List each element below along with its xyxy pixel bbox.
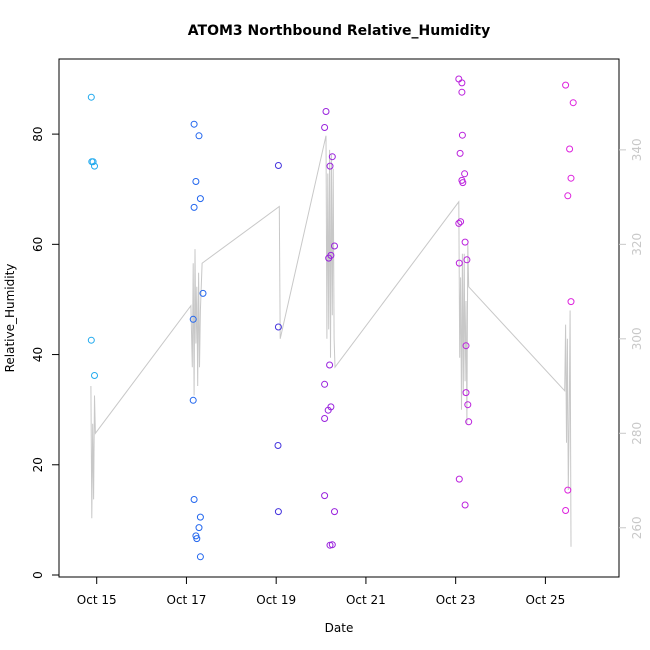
plot-area: [58, 58, 620, 578]
data-point: [195, 524, 203, 532]
data-point: [569, 99, 577, 107]
y-axis-label: Relative_Humidity: [3, 264, 17, 373]
x-tick-label: Oct 17: [167, 593, 207, 607]
data-point: [562, 81, 570, 89]
data-point: [192, 178, 200, 185]
scatter-points-layer: [87, 75, 577, 561]
data-point: [458, 79, 466, 87]
x-tick-label: Oct 15: [77, 593, 117, 607]
data-point: [461, 238, 469, 246]
y2-tick-label: 280: [630, 422, 644, 445]
data-point: [274, 442, 282, 449]
y2-tick-label: 260: [630, 516, 644, 539]
data-point: [87, 93, 95, 101]
data-point: [321, 124, 329, 131]
data-point: [567, 298, 575, 306]
data-point: [322, 108, 330, 115]
data-point: [190, 203, 198, 211]
data-point: [461, 170, 469, 178]
y-tick-label: 80: [31, 126, 45, 141]
x-tick-label: Oct 23: [436, 593, 476, 607]
data-point: [199, 289, 207, 297]
data-point: [91, 372, 98, 379]
data-point: [328, 153, 336, 161]
data-point: [189, 315, 197, 323]
data-point: [562, 507, 570, 514]
data-point: [464, 401, 472, 409]
data-point: [465, 418, 473, 426]
data-point: [331, 242, 338, 250]
data-point: [189, 396, 197, 404]
data-point: [564, 192, 572, 200]
data-point: [195, 132, 203, 140]
data-point: [196, 195, 204, 203]
data-point: [458, 131, 466, 139]
y-axis-left: 0 20 40 60 80: [31, 126, 59, 579]
data-point: [193, 535, 201, 543]
y-tick-label: 40: [31, 347, 45, 362]
data-point: [462, 342, 470, 350]
data-point: [91, 162, 98, 170]
data-point: [196, 553, 204, 561]
data-point: [190, 496, 198, 503]
data-point: [324, 406, 332, 414]
data-point: [455, 259, 463, 267]
data-point: [456, 149, 464, 157]
x-tick-label: Oct 21: [346, 593, 386, 607]
x-axis-label: Date: [325, 621, 354, 635]
data-point: [326, 162, 334, 170]
data-point: [459, 179, 467, 187]
data-point: [326, 361, 334, 369]
data-point: [462, 389, 470, 397]
chart-title: ATOM3 Northbound Relative_Humidity: [188, 23, 490, 39]
data-point: [274, 162, 282, 169]
data-point: [274, 508, 282, 516]
x-axis: Oct 15 Oct 17 Oct 19 Oct 21 Oct 23 Oct 25: [77, 577, 565, 607]
y2-tick-label: 320: [630, 233, 644, 256]
data-point: [325, 254, 333, 262]
y-axis-right: 260 280 300 320 340: [619, 138, 644, 539]
data-point: [326, 541, 334, 549]
data-point: [458, 88, 466, 96]
data-point: [455, 475, 463, 483]
y-tick-label: 20: [31, 457, 45, 472]
series-line: [90, 135, 572, 547]
data-point: [321, 492, 329, 500]
x-tick-label: Oct 25: [525, 593, 565, 607]
y-tick-label: 60: [31, 237, 45, 252]
data-point: [274, 323, 282, 331]
data-point: [321, 380, 329, 388]
y2-tick-label: 300: [630, 327, 644, 350]
plot-frame: [58, 58, 620, 578]
y-tick-label: 0: [31, 571, 45, 579]
data-point: [321, 415, 329, 422]
data-point: [455, 219, 463, 227]
data-point: [196, 513, 204, 521]
data-point: [89, 158, 97, 166]
line-series-layer: [90, 135, 572, 547]
y2-tick-label: 340: [630, 138, 644, 161]
data-point: [566, 145, 574, 153]
data-point: [461, 501, 469, 509]
data-point: [87, 336, 95, 344]
data-point: [567, 174, 575, 182]
x-tick-label: Oct 19: [256, 593, 296, 607]
data-point: [463, 256, 471, 264]
data-point: [564, 486, 572, 494]
data-point: [457, 218, 465, 226]
data-point: [331, 508, 338, 516]
data-point: [190, 120, 198, 128]
